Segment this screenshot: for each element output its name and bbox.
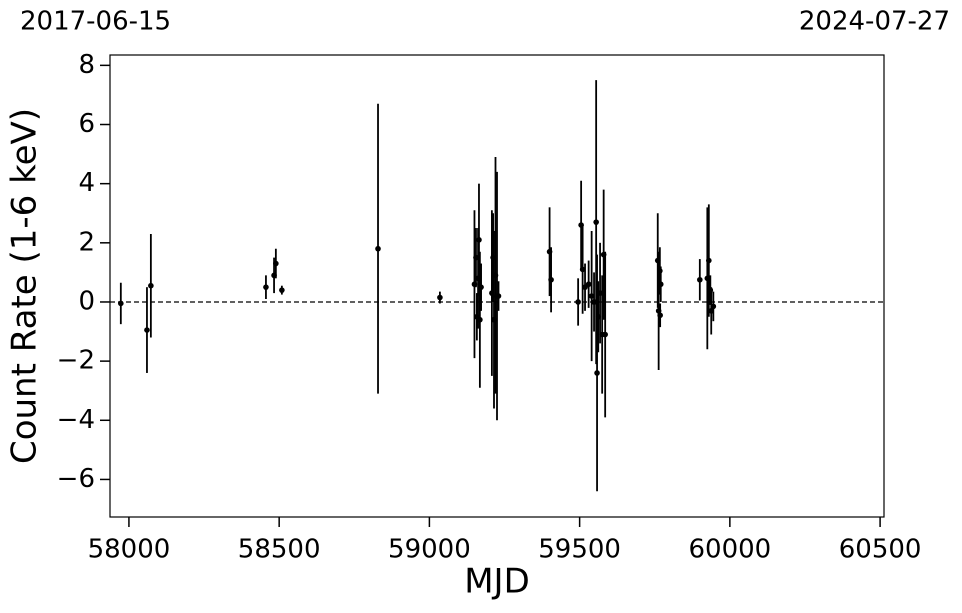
data-point <box>602 331 608 338</box>
data-point <box>273 260 279 267</box>
data-point <box>594 370 600 376</box>
data-point <box>148 282 154 289</box>
data-point <box>437 294 443 301</box>
x-axis-label: MJD <box>464 562 530 602</box>
data-point <box>657 312 663 319</box>
y-tick-label: 4 <box>78 168 95 198</box>
data-point <box>476 237 482 243</box>
data-point <box>495 293 502 299</box>
y-tick-label: 0 <box>78 286 95 316</box>
data-point <box>710 303 717 310</box>
y-tick-label: 2 <box>78 227 95 257</box>
data-point <box>579 266 586 273</box>
data-point <box>548 276 554 283</box>
data-point <box>585 281 592 288</box>
x-tick-label: 60000 <box>689 535 772 565</box>
data-point <box>706 257 712 264</box>
data-point <box>657 281 664 288</box>
data-point <box>478 284 484 290</box>
x-tick-label: 60500 <box>839 535 922 565</box>
y-tick-label: −4 <box>57 405 95 435</box>
data-point <box>118 300 124 307</box>
data-point <box>697 276 703 283</box>
x-tick-label: 59500 <box>538 535 621 565</box>
y-tick-label: −6 <box>57 464 95 494</box>
y-tick-label: −2 <box>57 346 95 376</box>
y-axis-label: Count Rate (1-6 keV) <box>5 108 45 464</box>
x-tick-label: 58000 <box>88 535 171 565</box>
x-tick-label: 59000 <box>388 535 471 565</box>
data-point <box>263 284 269 290</box>
data-point <box>707 287 714 293</box>
data-point <box>279 287 285 293</box>
plot-frame <box>109 54 885 518</box>
end-date: 2024-07-27 <box>799 7 950 37</box>
data-point <box>657 268 663 274</box>
y-tick-label: 8 <box>78 50 95 80</box>
data-point <box>575 299 581 305</box>
y-tick-label: 6 <box>78 109 95 139</box>
x-tick-label: 58500 <box>238 535 321 565</box>
data-point <box>593 219 599 225</box>
data-point <box>144 327 150 333</box>
data-point <box>375 245 381 252</box>
data-point <box>588 293 595 299</box>
data-point <box>477 316 483 323</box>
start-date: 2017-06-15 <box>20 7 171 37</box>
